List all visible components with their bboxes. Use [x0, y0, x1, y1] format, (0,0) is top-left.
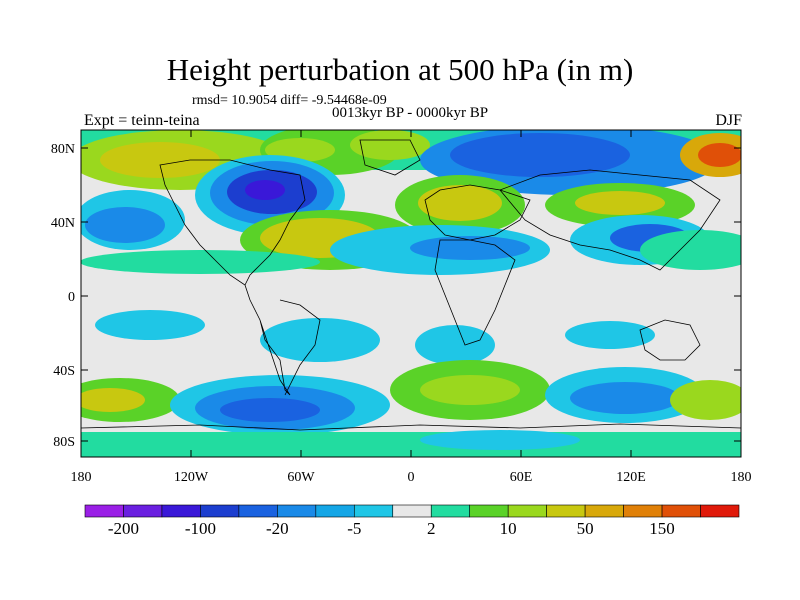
contour-field	[81, 130, 741, 457]
colorbar-label: -100	[185, 519, 216, 538]
colorbar-label: 50	[577, 519, 594, 538]
colorbar-swatch	[277, 504, 317, 518]
colorbar-label: 10	[500, 519, 517, 538]
colorbar-swatch	[700, 504, 740, 518]
map-title: Height perturbation at 500 hPa (in m)	[166, 52, 634, 87]
colorbar-swatch	[315, 504, 355, 518]
colorbar-label: 2	[427, 519, 436, 538]
colorbar-label: 150	[649, 519, 675, 538]
colorbar-swatch	[546, 504, 586, 518]
colorbar-swatch	[123, 504, 163, 518]
lon-tick-label: 120E	[616, 470, 646, 485]
colorbar: -200 -100 -20 -5 2 10 50 150	[84, 504, 740, 538]
colorbar-swatch	[469, 504, 509, 518]
season-label: DJF	[715, 112, 742, 129]
colorbar-swatch	[661, 504, 701, 518]
lon-tick-label: 180	[71, 470, 92, 485]
lat-tick-label: 80N	[51, 142, 75, 157]
lon-tick-label: 60E	[510, 470, 533, 485]
colorbar-swatch	[507, 504, 547, 518]
colorbar-swatch	[623, 504, 663, 518]
experiment-label: Expt = teinn-teina	[84, 112, 200, 129]
lat-tick-label: 0	[68, 290, 75, 305]
lon-tick-label: 120W	[174, 470, 209, 485]
lon-tick-label: 180	[731, 470, 752, 485]
colorbar-swatch	[200, 504, 240, 518]
axis-ticks: 80N 40N 0 40S 80S 180 120W 60W 0 60E 120E 180	[51, 130, 752, 485]
coastlines	[81, 139, 741, 431]
colorbar-swatch	[238, 504, 278, 518]
colorbar-swatch	[84, 504, 124, 518]
lat-tick-label: 80S	[53, 435, 75, 450]
colorbar-label: -5	[347, 519, 361, 538]
colorbar-swatch	[392, 504, 432, 518]
lon-tick-label: 0	[408, 470, 415, 485]
stats-line: rmsd= 10.9054 diff= -9.54468e-09	[192, 93, 387, 108]
colorbar-swatch	[430, 504, 471, 518]
colorbar-swatch	[584, 504, 624, 518]
colorbar-label: -20	[266, 519, 289, 538]
lat-tick-label: 40S	[53, 364, 75, 379]
lon-tick-label: 60W	[287, 470, 315, 485]
lat-tick-label: 40N	[51, 216, 75, 231]
colorbar-label: -200	[108, 519, 139, 538]
colorbar-swatch	[353, 504, 394, 518]
colorbar-swatch	[161, 504, 201, 518]
period-label: 0013kyr BP - 0000kyr BP	[331, 105, 489, 121]
